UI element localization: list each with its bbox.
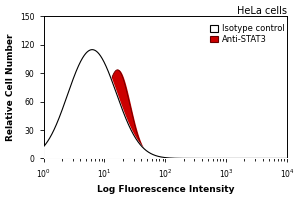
Text: HeLa cells: HeLa cells xyxy=(237,6,287,16)
X-axis label: Log Fluorescence Intensity: Log Fluorescence Intensity xyxy=(97,185,234,194)
Legend: Isotype control, Anti-STAT3: Isotype control, Anti-STAT3 xyxy=(209,23,285,45)
Y-axis label: Relative Cell Number: Relative Cell Number xyxy=(6,34,15,141)
